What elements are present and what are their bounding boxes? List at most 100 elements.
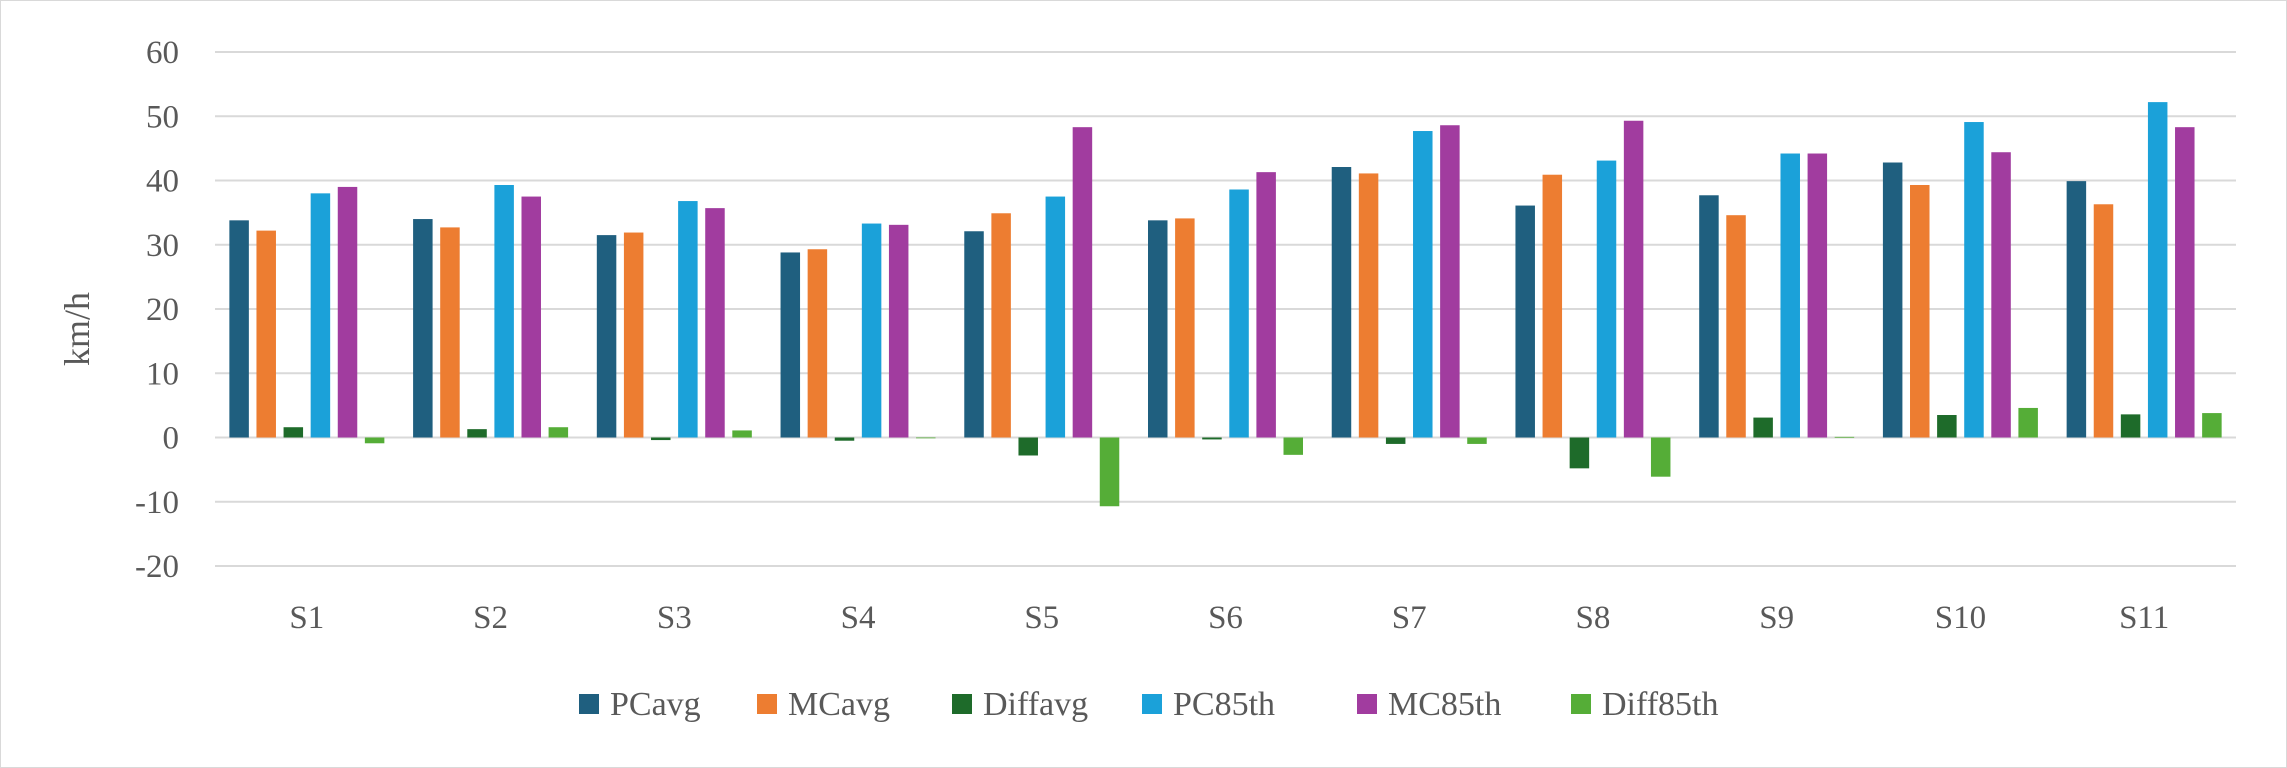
- bar-s6-pcavg: [1148, 220, 1168, 438]
- legend-label: MC85th: [1388, 686, 1501, 723]
- y-tick-label: 40: [146, 164, 179, 200]
- bar-s3-pcavg: [596, 235, 617, 438]
- legend-label: PC85th: [1173, 686, 1275, 723]
- bar-s1-diffavg: [283, 427, 304, 438]
- x-tick-label: S8: [1576, 600, 1611, 636]
- legend-swatch: [1357, 694, 1377, 714]
- legend-swatch: [1142, 694, 1162, 714]
- bar-s3-mcavg: [623, 232, 644, 438]
- x-tick-label: S11: [2119, 600, 2169, 636]
- bar-s5-pcavg: [964, 231, 984, 438]
- bar-s8-pcavg: [1515, 205, 1535, 438]
- x-axis-tick-labels: S1 S2 S3 S4 S5 S6 S7 S8 S9 S10 S11: [289, 600, 2169, 636]
- bar-s3-diff85th: [732, 430, 752, 438]
- bar-s11-pcavg: [2066, 181, 2087, 438]
- x-tick-label: S2: [473, 600, 508, 636]
- bar-s8-mc85th: [1623, 120, 1644, 438]
- x-tick-label: S5: [1024, 600, 1059, 636]
- x-tick-label: S6: [1208, 600, 1243, 636]
- x-tick-label: S9: [1759, 600, 1794, 636]
- legend-item-mc85th: MC85th: [1357, 686, 1501, 723]
- gridlines: [215, 51, 2236, 567]
- x-tick-label: S3: [657, 600, 692, 636]
- bar-s11-mcavg: [2093, 204, 2114, 438]
- bar-s2-mc85th: [521, 196, 541, 438]
- bar-s11-pc85th: [2147, 102, 2168, 438]
- legend-label: MCavg: [788, 686, 890, 723]
- bar-s7-mc85th: [1440, 125, 1460, 438]
- bar-s10-pc85th: [1964, 122, 1984, 438]
- bar-s10-pcavg: [1882, 162, 1903, 438]
- bar-s7-diffavg: [1385, 437, 1406, 444]
- bar-s6-diff85th: [1283, 437, 1303, 455]
- bar-s8-pc85th: [1596, 160, 1617, 438]
- bar-s11-diffavg: [2120, 414, 2141, 438]
- bar-s10-mcavg: [1910, 184, 1930, 438]
- bar-s10-mc85th: [1991, 152, 2011, 438]
- bar-s1-pcavg: [229, 220, 249, 438]
- bar-s4-mc85th: [888, 224, 909, 438]
- bar-s11-mc85th: [2175, 127, 2195, 438]
- y-tick-label: -10: [135, 485, 179, 521]
- bar-s4-diff85th: [916, 437, 936, 439]
- bar-s8-mcavg: [1542, 174, 1563, 438]
- x-tick-label: S10: [1935, 600, 1986, 636]
- legend: PCavg MCavg Diffavg PC85th MC85th Diff85th: [579, 686, 1718, 723]
- y-axis-tick-labels: -20 -10 0 10 20 30 40 50 60: [135, 35, 179, 585]
- legend-swatch: [579, 694, 599, 714]
- legend-item-pc85th: PC85th: [1142, 686, 1275, 723]
- bar-s8-diffavg: [1569, 437, 1590, 469]
- bar-s3-mc85th: [705, 208, 725, 438]
- legend-label: PCavg: [610, 686, 701, 723]
- bar-s3-pc85th: [678, 201, 698, 438]
- bar-s2-diffavg: [467, 429, 487, 438]
- bar-s4-mcavg: [807, 249, 828, 438]
- bar-s9-pc85th: [1780, 153, 1800, 438]
- y-tick-label: 50: [146, 99, 179, 135]
- legend-label: Diffavg: [983, 686, 1088, 723]
- bar-s5-diffavg: [1018, 437, 1038, 456]
- bar-s6-mcavg: [1175, 218, 1195, 438]
- legend-label: Diff85th: [1602, 686, 1718, 723]
- bar-s2-pcavg: [413, 219, 433, 438]
- legend-swatch: [757, 694, 777, 714]
- legend-item-pcavg: PCavg: [579, 686, 701, 723]
- bar-s9-pcavg: [1699, 195, 1719, 438]
- bar-s9-diff85th: [1834, 436, 1855, 438]
- bar-s5-mc85th: [1072, 127, 1093, 438]
- bar-s2-diff85th: [548, 427, 569, 438]
- bars: [229, 102, 2222, 507]
- y-tick-label: 10: [146, 356, 179, 392]
- bar-s6-mc85th: [1256, 172, 1276, 438]
- bar-s4-pcavg: [780, 252, 801, 438]
- bar-s1-pc85th: [310, 193, 331, 438]
- bar-s4-pc85th: [861, 223, 882, 438]
- legend-item-diffavg: Diffavg: [952, 686, 1088, 723]
- legend-swatch: [1571, 694, 1591, 714]
- bar-s5-diff85th: [1099, 437, 1120, 507]
- y-axis-title: km/h: [57, 292, 97, 366]
- bar-s9-mcavg: [1726, 215, 1746, 438]
- bar-s2-mcavg: [440, 227, 460, 438]
- bar-s1-diff85th: [364, 437, 385, 444]
- bar-s7-mcavg: [1358, 173, 1379, 438]
- legend-item-mcavg: MCavg: [757, 686, 890, 723]
- bar-s5-mcavg: [991, 213, 1011, 438]
- bar-s1-mc85th: [337, 186, 358, 438]
- y-tick-label: 20: [146, 292, 179, 328]
- bar-s1-mcavg: [256, 230, 276, 438]
- x-tick-label: S1: [289, 600, 324, 636]
- bar-s9-mc85th: [1807, 153, 1828, 438]
- legend-item-diff85th: Diff85th: [1571, 686, 1718, 723]
- bar-s9-diffavg: [1753, 417, 1773, 438]
- bar-s11-diff85th: [2202, 413, 2222, 438]
- bar-s4-diffavg: [834, 437, 855, 441]
- bar-s8-diff85th: [1650, 437, 1671, 477]
- y-tick-label: 60: [146, 35, 179, 71]
- bar-s10-diff85th: [2018, 407, 2038, 438]
- x-tick-label: S7: [1392, 600, 1427, 636]
- bar-s7-pc85th: [1413, 131, 1433, 438]
- y-tick-label: 0: [163, 421, 180, 457]
